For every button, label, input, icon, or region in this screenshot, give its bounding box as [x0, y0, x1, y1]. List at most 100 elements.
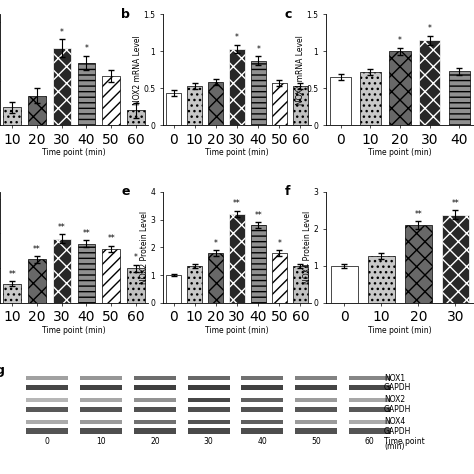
Text: **: ** [82, 229, 90, 238]
X-axis label: Time point (min): Time point (min) [205, 148, 269, 157]
Bar [442, 215, 469, 303]
X-axis label: Time point (min): Time point (min) [42, 326, 106, 335]
Bar [293, 86, 308, 125]
Bar [27, 428, 68, 434]
Bar [295, 398, 337, 402]
Bar [272, 83, 287, 125]
Bar [134, 384, 176, 390]
Bar [251, 61, 266, 125]
Text: **: ** [233, 200, 241, 209]
Bar [389, 51, 410, 125]
Text: NOX4: NOX4 [384, 417, 405, 426]
Bar [78, 63, 95, 229]
Bar [188, 428, 229, 434]
Bar [80, 428, 122, 434]
Text: **: ** [9, 270, 16, 279]
Bar [80, 384, 122, 390]
Bar [187, 266, 202, 303]
Bar [187, 86, 202, 125]
Text: **: ** [415, 210, 422, 219]
Text: *: * [60, 28, 64, 37]
Y-axis label: NOX2 mRNA Level: NOX2 mRNA Level [133, 35, 142, 105]
Bar [134, 420, 176, 424]
Bar [448, 71, 470, 125]
Bar [331, 266, 358, 303]
Bar [27, 376, 68, 380]
Bar [166, 93, 181, 125]
Bar [405, 225, 432, 303]
Bar [349, 428, 391, 434]
Text: **: ** [254, 210, 262, 219]
Bar [251, 225, 266, 303]
Bar [349, 420, 391, 424]
Text: *: * [84, 45, 88, 54]
Text: **: ** [452, 199, 459, 208]
Text: f: f [284, 185, 290, 198]
Bar [349, 407, 391, 412]
Bar [102, 76, 120, 229]
Text: e: e [121, 185, 130, 198]
Text: *: * [277, 239, 281, 248]
Text: *: * [398, 36, 402, 46]
Y-axis label: NOX4 mRNA Level: NOX4 mRNA Level [296, 35, 305, 105]
Bar [188, 407, 229, 412]
Bar [27, 420, 68, 424]
Bar [272, 253, 287, 303]
Text: **: ** [107, 234, 115, 243]
Text: c: c [284, 8, 292, 20]
Bar [295, 428, 337, 434]
Bar [295, 376, 337, 380]
Bar [241, 376, 283, 380]
Text: 50: 50 [311, 438, 321, 447]
X-axis label: Time point (min): Time point (min) [205, 326, 269, 335]
Bar [208, 253, 223, 303]
Bar [28, 259, 46, 337]
Text: NOX2: NOX2 [384, 395, 405, 404]
Bar [80, 420, 122, 424]
Text: **: ** [58, 223, 65, 232]
Bar [188, 384, 229, 390]
Bar [80, 376, 122, 380]
Bar [188, 420, 229, 424]
Bar [188, 398, 229, 402]
Bar [349, 398, 391, 402]
Y-axis label: NOX2 Protein Level: NOX2 Protein Level [140, 211, 149, 284]
Bar [3, 108, 21, 229]
Bar [28, 96, 46, 229]
Bar [349, 384, 391, 390]
Bar [241, 420, 283, 424]
Text: *: * [428, 25, 431, 34]
Bar [102, 249, 120, 337]
Bar [166, 275, 181, 303]
Text: Time point: Time point [384, 438, 425, 447]
Bar [295, 407, 337, 412]
Text: *: * [256, 45, 260, 54]
Bar [127, 268, 145, 337]
Bar [80, 398, 122, 402]
Bar [134, 398, 176, 402]
Text: **: ** [33, 245, 41, 254]
Bar [3, 284, 21, 337]
Bar [241, 384, 283, 390]
Bar [229, 49, 245, 125]
Bar [27, 407, 68, 412]
Text: 30: 30 [204, 438, 213, 447]
Text: 10: 10 [96, 438, 106, 447]
X-axis label: Time point (min): Time point (min) [368, 148, 432, 157]
Bar [360, 72, 381, 125]
Bar [134, 407, 176, 412]
Text: *: * [235, 33, 239, 42]
Bar [53, 238, 71, 337]
Bar [127, 110, 145, 229]
Bar [27, 398, 68, 402]
Bar [295, 420, 337, 424]
Bar [419, 40, 440, 125]
Text: (min): (min) [384, 442, 404, 451]
Bar [229, 214, 245, 303]
X-axis label: Time point (min): Time point (min) [42, 148, 106, 157]
Text: 60: 60 [365, 438, 374, 447]
Bar [241, 407, 283, 412]
Bar [368, 256, 395, 303]
Text: *: * [214, 239, 218, 248]
Bar [78, 244, 95, 337]
